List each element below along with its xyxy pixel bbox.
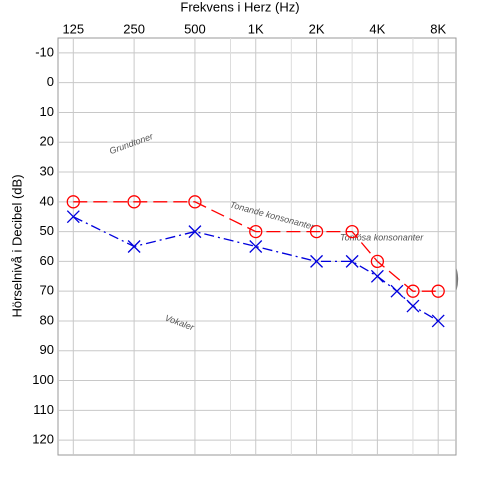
marker: [249, 240, 263, 253]
series-line: [73, 201, 439, 292]
y-axis-label: Hörselnivå i Decibel (dB): [9, 174, 24, 317]
y-tick-label: 20: [40, 134, 54, 149]
marker: [127, 195, 141, 209]
x-tick-label: 4K: [369, 21, 385, 36]
series-line: [73, 216, 439, 322]
marker: [127, 240, 141, 253]
y-tick-label: 0: [47, 74, 54, 89]
marker: [249, 224, 263, 239]
marker: [370, 269, 384, 283]
marker: [309, 224, 324, 239]
x-tick-label: 125: [62, 21, 84, 36]
marker: [66, 195, 80, 209]
y-tick-label: 100: [32, 372, 54, 387]
x-tick-label: 8K: [430, 21, 446, 36]
marker: [188, 225, 202, 239]
y-tick-label: -10: [35, 44, 54, 59]
y-tick-label: 40: [40, 193, 54, 208]
marker: [431, 314, 445, 328]
y-tick-label: 120: [32, 432, 54, 447]
x-tick-label: 250: [123, 21, 145, 36]
y-tick-label: 50: [40, 223, 54, 238]
marker: [431, 284, 445, 298]
marker: [66, 210, 80, 224]
y-tick-label: 60: [40, 253, 54, 268]
y-tick-label: 10: [40, 104, 54, 119]
marker: [406, 284, 420, 298]
x-tick-label: 2K: [309, 21, 325, 36]
marker: [345, 224, 359, 239]
marker: [370, 254, 385, 269]
marker: [188, 195, 202, 209]
y-tick-label: 70: [40, 283, 54, 298]
marker: [345, 254, 359, 268]
y-tick-label: 90: [40, 342, 54, 357]
marker: [390, 284, 404, 298]
x-tick-label: 1K: [248, 21, 264, 36]
y-tick-label: 30: [40, 163, 54, 178]
y-tick-label: 110: [33, 402, 54, 417]
marker: [310, 254, 324, 268]
marker: [406, 299, 420, 313]
y-tick-label: 80: [40, 312, 54, 327]
chart-title: Frekvens i Herz (Hz): [180, 0, 299, 14]
x-tick-label: 500: [184, 21, 206, 36]
annotation: Tonlösa konsonanter: [340, 232, 424, 242]
